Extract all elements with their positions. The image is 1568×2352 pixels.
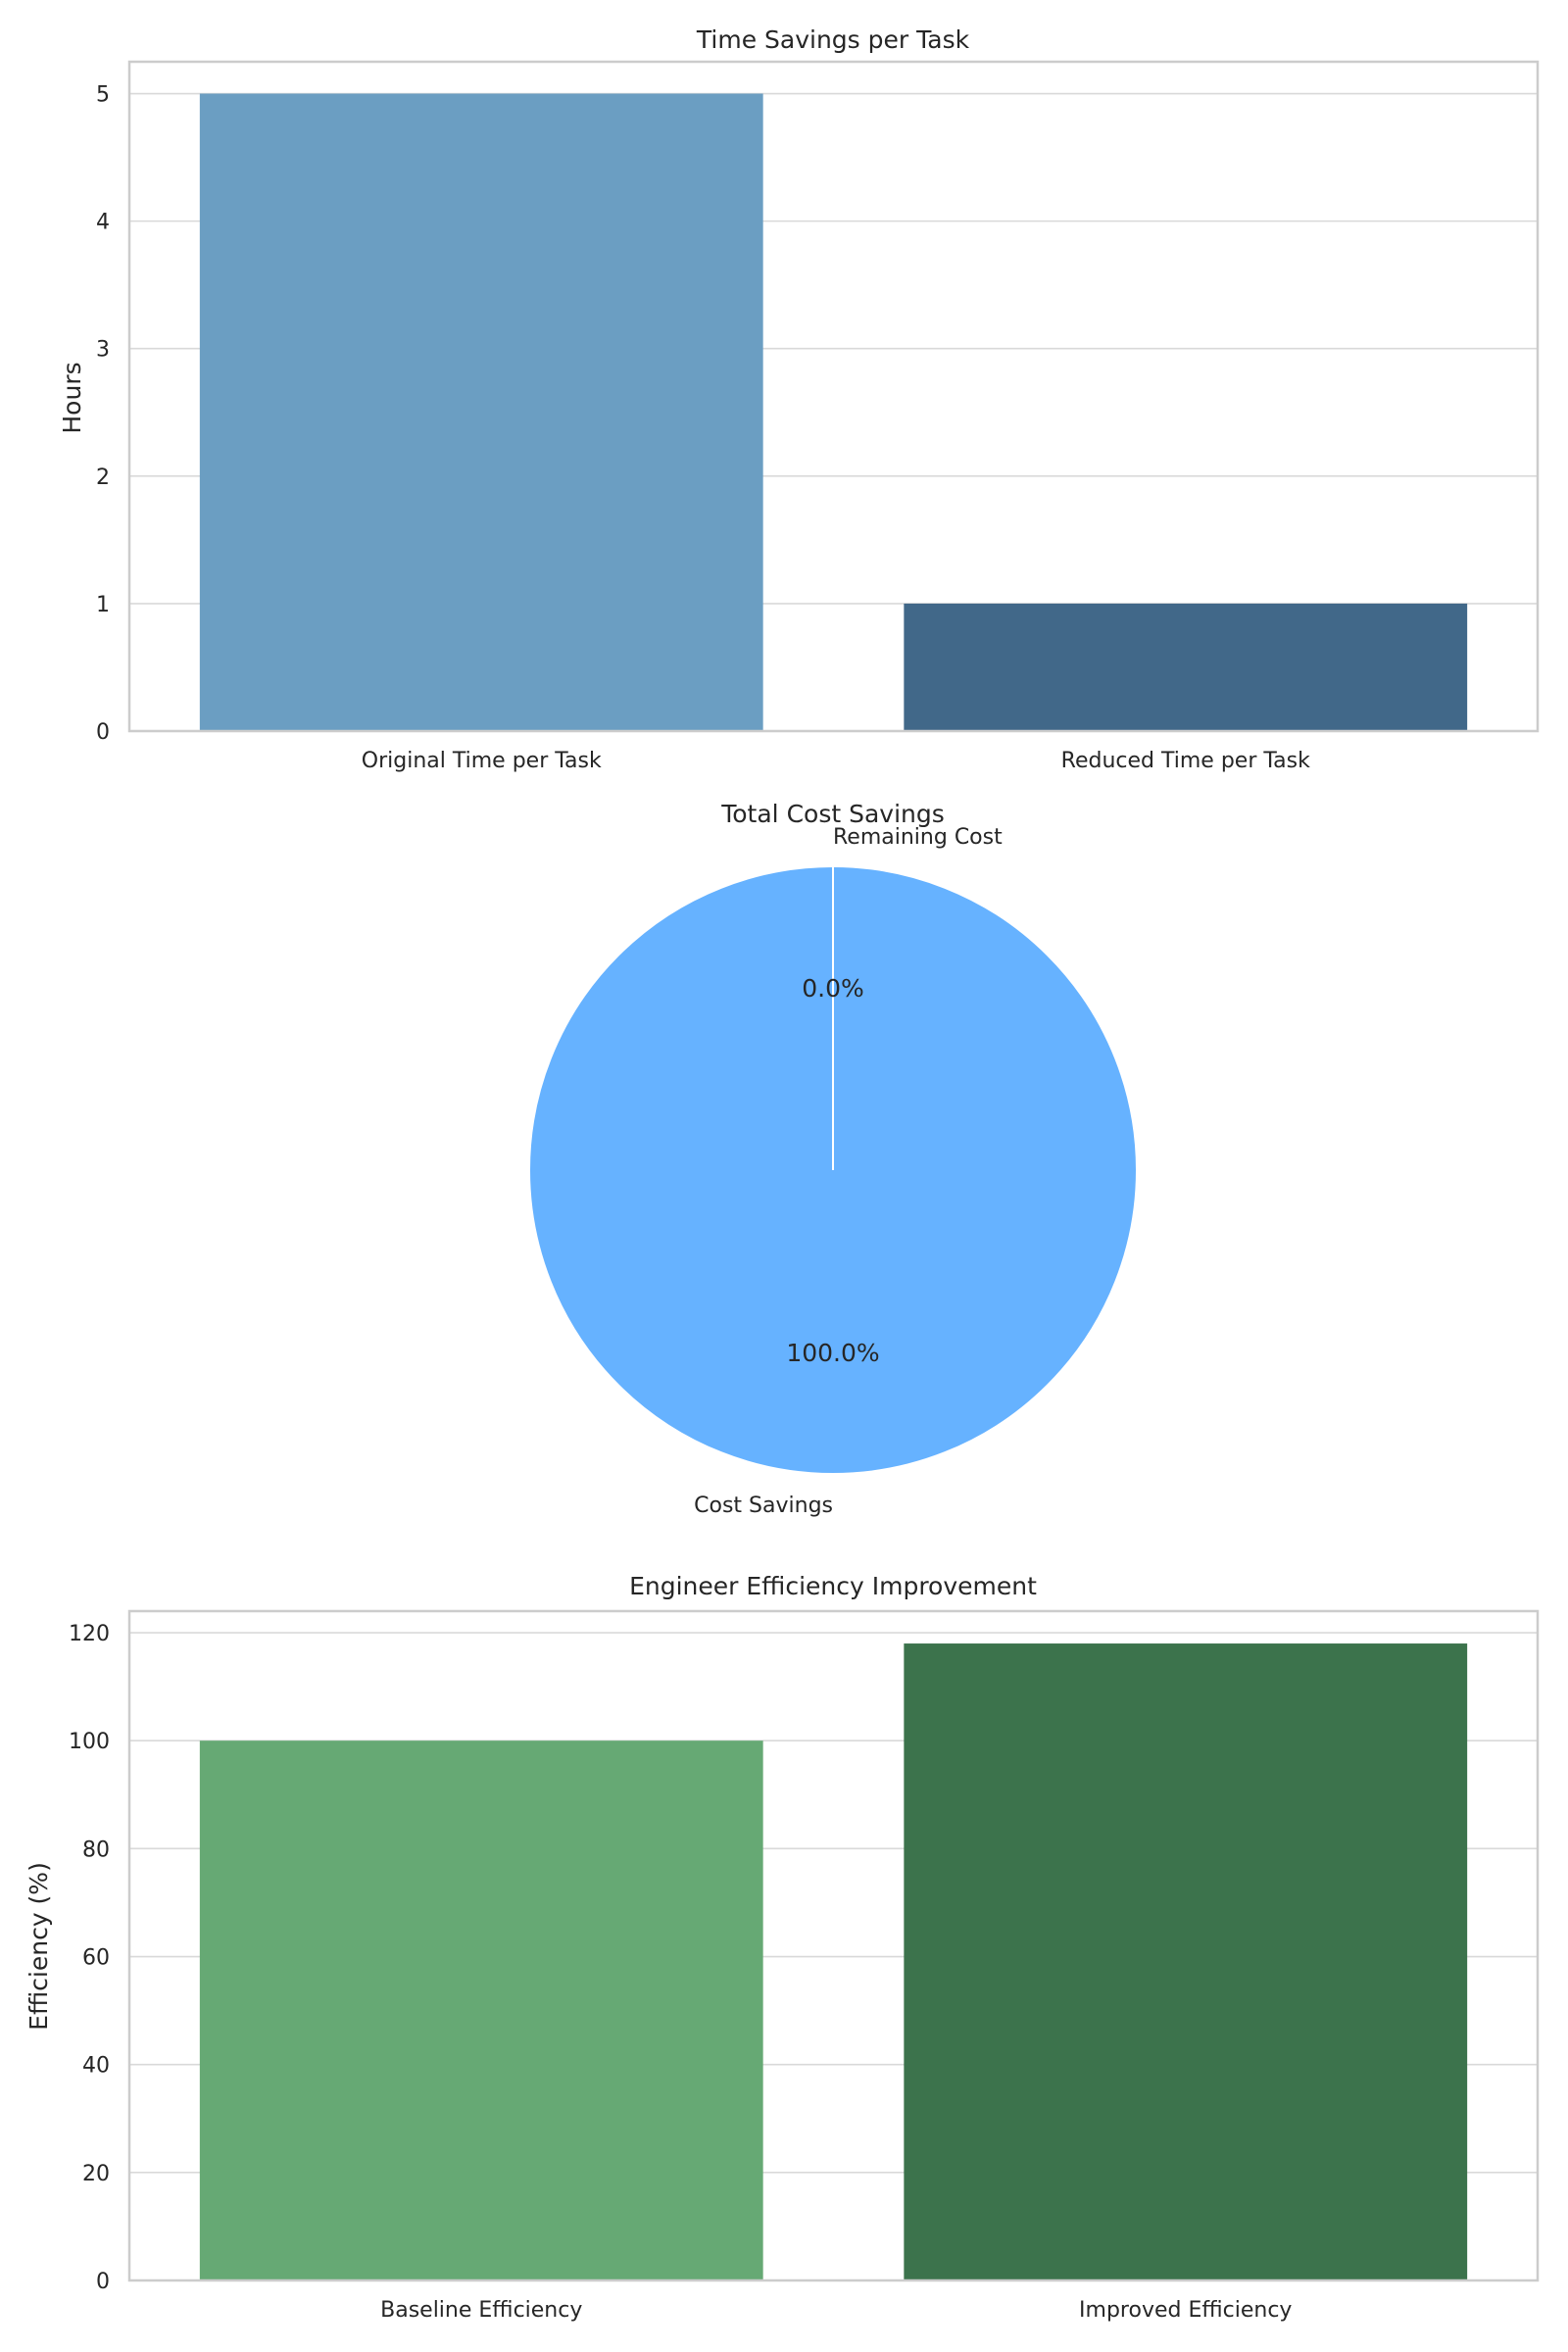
c3-y-tick-label: 20 (82, 2162, 110, 2186)
cost-savings-labels: Cost Savings 100.0% Remaining Cost 0.0% (694, 825, 1003, 1518)
cost-savings-title: Total Cost Savings (720, 800, 945, 828)
c3-y-tick-label: 100 (69, 1730, 110, 1754)
time-savings-title: Time Savings per Task (696, 25, 970, 54)
efficiency-plot-frame (127, 1609, 1540, 2282)
efficiency-y-axis-label: Efficiency (%) (24, 1862, 53, 2031)
c3-x-tick-label: Improved Efficiency (1079, 2298, 1292, 2323)
c1-bar (199, 93, 763, 732)
c1-y-tick-label: 2 (96, 466, 110, 490)
time-savings-x-ticks: Original Time per Task Reduced Time per T… (362, 749, 1310, 773)
c1-y-tick-label: 0 (96, 720, 110, 745)
cost-savings-slices (528, 865, 1138, 1475)
c3-bar (199, 1740, 763, 2280)
time-savings-bars (199, 93, 1468, 732)
time-savings-chart: Time Savings per Task 0 1 2 3 4 5 Original Ti… (58, 25, 1540, 773)
c1-y-tick-label: 3 (96, 338, 110, 363)
c3-bar (904, 1643, 1468, 2280)
pie-percent-label: 0.0% (802, 974, 864, 1003)
c3-y-tick-label: 80 (82, 1838, 110, 1862)
c3-y-tick-label: 40 (82, 2054, 110, 2079)
efficiency-y-ticks: 0 20 40 60 80 100 120 (69, 1622, 110, 2294)
c1-x-tick-label: Original Time per Task (362, 749, 602, 773)
pie-percent-label: 100.0% (786, 1339, 879, 1367)
c1-y-tick-label: 5 (96, 83, 110, 108)
cost-savings-pie-chart: Total Cost Savings Cost Savings 100.0% Rem… (528, 800, 1138, 1518)
time-savings-plot-frame (127, 60, 1540, 733)
c1-bar (904, 603, 1468, 731)
time-savings-y-ticks: 0 1 2 3 4 5 (96, 83, 110, 745)
c3-y-tick-label: 0 (96, 2270, 110, 2294)
efficiency-title: Engineer Efficiency Improvement (629, 1572, 1037, 1600)
c3-x-tick-label: Baseline Efficiency (380, 2298, 582, 2323)
efficiency-chart: Engineer Efficiency Improvement 0 20 40 60 8… (24, 1572, 1540, 2323)
c1-x-tick-label: Reduced Time per Task (1061, 749, 1310, 773)
c3-y-tick-label: 60 (82, 1946, 110, 1971)
efficiency-x-ticks: Baseline Efficiency Improved Efficiency (380, 2298, 1292, 2323)
pie-slice-label: Cost Savings (694, 1494, 833, 1518)
c1-y-tick-label: 1 (96, 593, 110, 617)
efficiency-bars (199, 1643, 1468, 2280)
pie-slice-label: Remaining Cost (833, 825, 1003, 850)
time-savings-y-axis-label: Hours (58, 362, 86, 433)
c3-y-tick-label: 120 (69, 1622, 110, 1646)
c1-y-tick-label: 4 (96, 211, 110, 235)
